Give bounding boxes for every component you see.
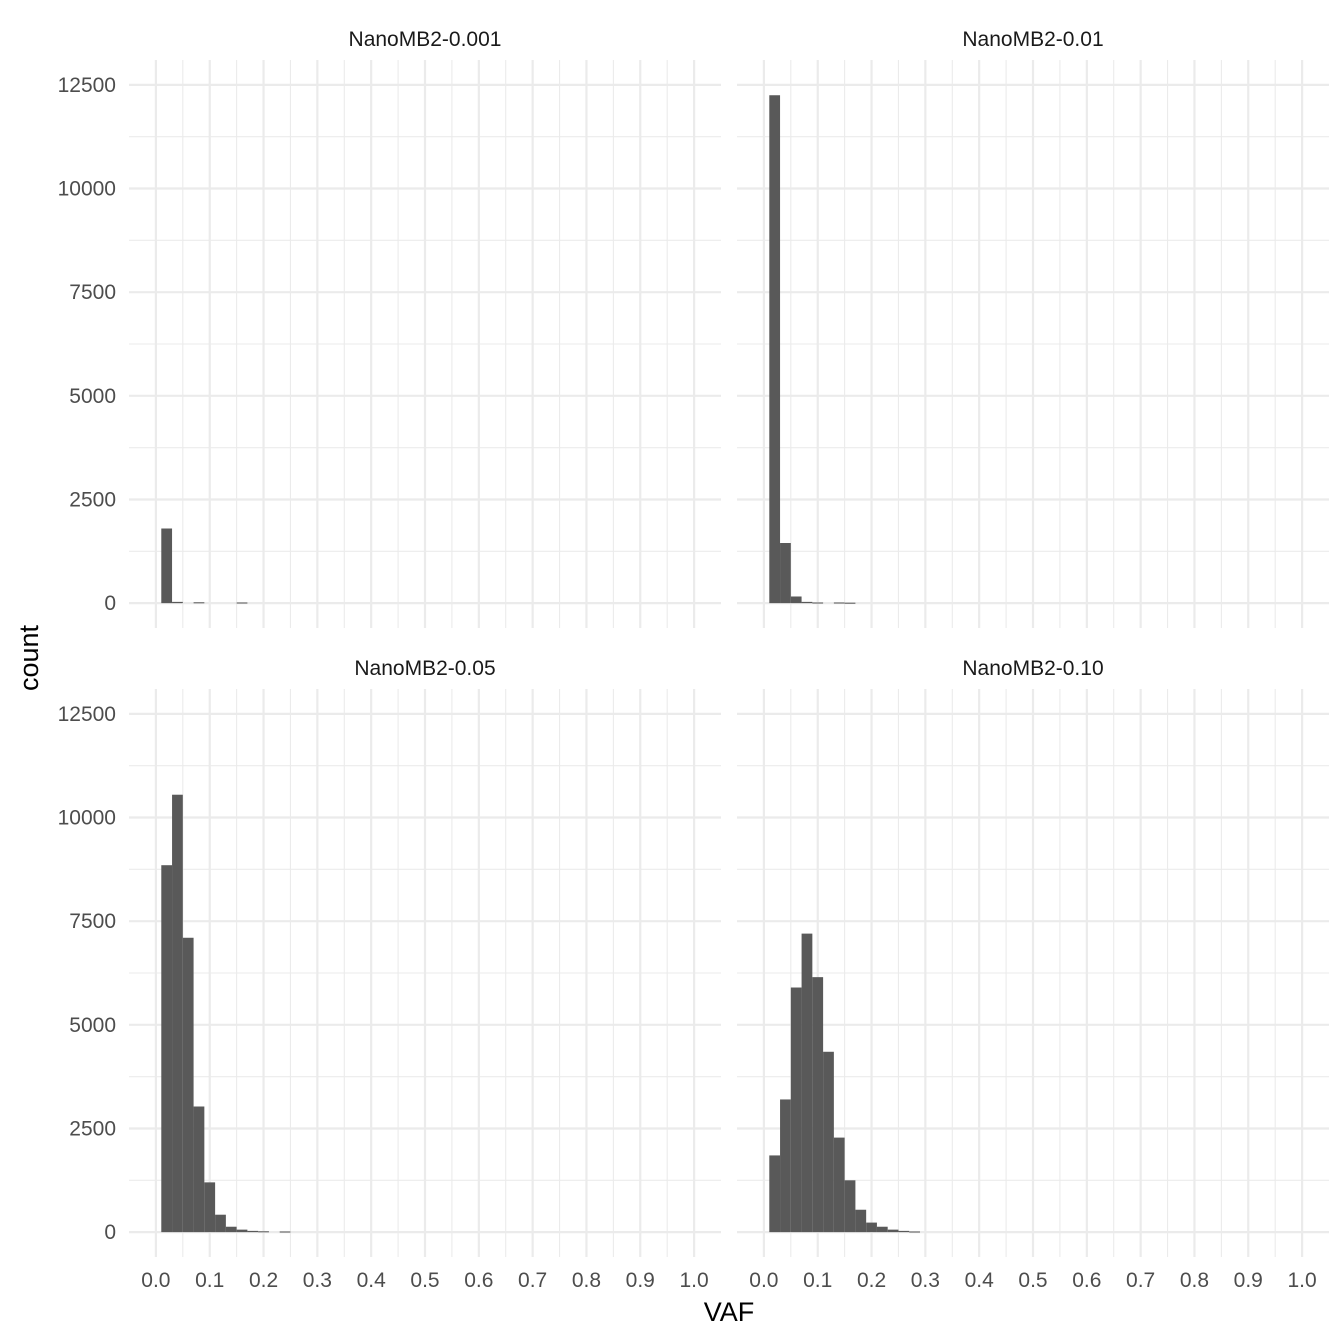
histogram-bar [193, 602, 205, 604]
histogram-bar [876, 1226, 888, 1233]
histogram-bar [236, 602, 248, 604]
y-tick-label: 2500 [69, 1117, 116, 1140]
histogram-bar [844, 602, 856, 604]
histogram-bar [780, 543, 791, 604]
x-tick-label: 0.7 [518, 1269, 547, 1292]
histogram-bar [193, 1106, 205, 1233]
histogram-bar [823, 1051, 834, 1233]
y-tick-label: 5000 [69, 385, 116, 408]
histogram-bar [161, 865, 173, 1233]
facet-panel: NanoMB2-0.001 0 2500 5000 7500 10000 12500 [58, 28, 721, 628]
histogram-bar [898, 1230, 910, 1233]
histogram-bar [769, 95, 781, 604]
x-tick-label: 0.7 [1126, 1269, 1155, 1292]
y-axis-title: count [14, 624, 44, 691]
x-tick-label: 0.0 [749, 1269, 778, 1292]
histogram-bar [887, 1229, 899, 1233]
x-tick-label: 0.6 [1072, 1269, 1101, 1292]
histogram-bar [812, 602, 824, 604]
histogram-bar [204, 1182, 216, 1233]
x-tick-label: 0.3 [911, 1269, 940, 1292]
histogram-bar [161, 528, 173, 604]
facet-panel: NanoMB2-0.10 0.0 0.1 0.2 0.3 0.4 0.5 0.6 0.7 0.8 0… [737, 657, 1329, 1292]
x-tick-label: 0.2 [857, 1269, 886, 1292]
x-tick-label: 0.8 [572, 1269, 601, 1292]
facet-panel: NanoMB2-0.01 [737, 28, 1329, 628]
x-tick-label: 0.8 [1180, 1269, 1209, 1292]
facet-title: NanoMB2-0.01 [962, 28, 1103, 51]
y-tick-label: 12500 [58, 703, 116, 726]
x-tick-label: 1.0 [1287, 1269, 1316, 1292]
y-tick-label: 2500 [69, 488, 116, 511]
y-tick-label: 7500 [69, 281, 116, 304]
histogram-bar [780, 1099, 791, 1233]
histogram-bar [258, 1231, 269, 1233]
histogram-bar [833, 1137, 845, 1233]
histogram-bar [236, 1229, 248, 1233]
histogram-bar [801, 933, 813, 1233]
y-tick-label: 10000 [58, 178, 116, 201]
histogram-bar [790, 596, 802, 604]
histogram-bar [844, 1180, 856, 1233]
histogram-bar [172, 794, 183, 1233]
x-tick-label: 0.0 [141, 1269, 170, 1292]
histogram-bar [279, 1231, 291, 1233]
x-tick-label: 0.4 [965, 1269, 995, 1292]
histogram-bar [855, 1209, 867, 1233]
x-tick-label: 0.1 [803, 1269, 832, 1292]
facet-panel: NanoMB2-0.05 0 2500 5000 7500 10000 12500 0.0 0.… [58, 657, 721, 1292]
histogram-bar [769, 1155, 781, 1233]
histogram-bar [801, 601, 813, 604]
facet-title: NanoMB2-0.001 [349, 28, 502, 51]
histogram-bar [909, 1231, 920, 1233]
x-tick-label: 0.4 [357, 1269, 387, 1292]
x-tick-label: 0.6 [464, 1269, 493, 1292]
histogram-bar [215, 1214, 226, 1233]
histogram-bar [182, 937, 194, 1233]
x-tick-label: 0.5 [410, 1269, 439, 1292]
histogram-bar [225, 1226, 237, 1233]
histogram-bar [866, 1222, 877, 1233]
x-tick-label: 0.9 [1234, 1269, 1263, 1292]
y-tick-label: 0 [104, 1221, 116, 1244]
histogram-bar [812, 977, 824, 1233]
histogram-bar [247, 1230, 259, 1233]
facet-panels: NanoMB2-0.00102500500075001000012500Nano… [58, 28, 1329, 1292]
x-tick-label: 0.9 [626, 1269, 655, 1292]
x-axis-title: VAF [704, 1297, 755, 1327]
x-tick-label: 0.3 [303, 1269, 332, 1292]
y-tick-label: 5000 [69, 1014, 116, 1037]
histogram-bar [172, 601, 183, 604]
facet-title: NanoMB2-0.05 [354, 657, 495, 680]
y-tick-label: 10000 [58, 807, 116, 830]
histogram-bar [790, 987, 802, 1233]
x-tick-label: 0.5 [1018, 1269, 1047, 1292]
x-tick-label: 0.1 [195, 1269, 224, 1292]
x-tick-label: 0.2 [249, 1269, 278, 1292]
y-tick-label: 12500 [58, 74, 116, 97]
histogram-bar [833, 602, 845, 604]
facet-title: NanoMB2-0.10 [962, 657, 1103, 680]
x-tick-label: 1.0 [679, 1269, 708, 1292]
y-tick-label: 0 [104, 592, 116, 615]
y-tick-label: 7500 [69, 910, 116, 933]
